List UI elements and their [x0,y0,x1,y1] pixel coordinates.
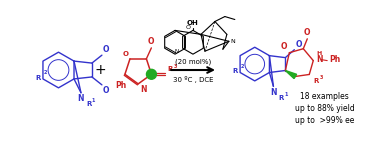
Text: R: R [233,68,238,75]
Text: R: R [278,95,284,101]
Circle shape [146,69,156,79]
Text: 3: 3 [174,64,177,69]
Text: N: N [175,49,179,54]
Text: up to 88% yield: up to 88% yield [294,104,355,113]
Text: up to  >99% ee: up to >99% ee [295,116,354,125]
Text: OH: OH [187,20,199,26]
Text: Ph: Ph [329,55,341,64]
Text: O: O [186,25,191,30]
Text: O: O [148,37,155,46]
Text: N: N [270,88,277,97]
Text: R: R [313,78,319,84]
Text: R: R [36,75,41,81]
Text: O: O [304,28,311,37]
Text: 18 examples: 18 examples [300,92,349,101]
Text: O: O [295,40,302,49]
Text: 1: 1 [284,92,288,97]
Text: R: R [167,66,173,72]
Text: N: N [78,94,84,103]
Text: N: N [316,55,323,64]
Text: +: + [94,63,106,77]
Text: Ph: Ph [115,81,127,90]
Text: 2: 2 [44,70,47,76]
Text: 30 ºC , DCE: 30 ºC , DCE [173,76,213,83]
Text: 1: 1 [92,98,95,103]
Text: (20 mol%): (20 mol%) [175,59,211,65]
Text: O: O [103,45,109,54]
Polygon shape [285,71,297,79]
Text: O: O [281,42,287,51]
Text: N: N [140,85,147,94]
Text: 2: 2 [241,64,245,69]
Text: R: R [86,101,91,107]
Text: O: O [103,86,109,95]
Text: N: N [231,39,235,44]
Text: O: O [123,51,129,57]
Text: 3: 3 [319,75,322,81]
Text: H: H [316,51,322,56]
